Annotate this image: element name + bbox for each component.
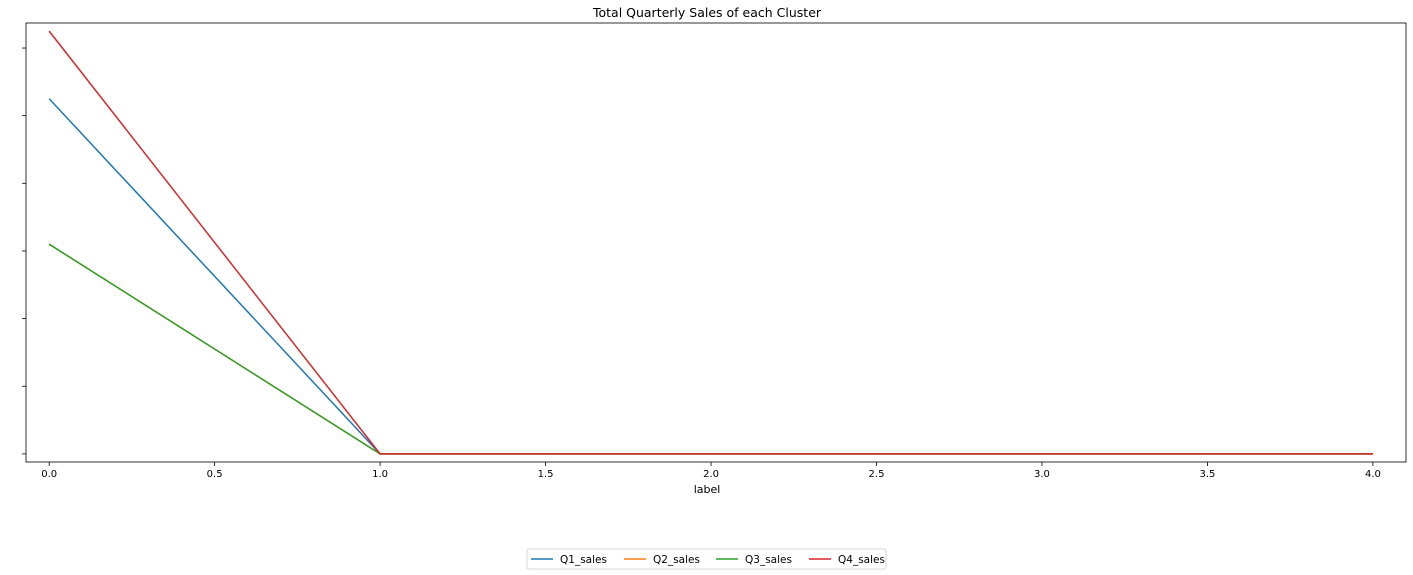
series-line-q1-sales (48, 98, 1373, 455)
x-tick-label: 3.0 (1034, 469, 1050, 480)
plot-frame (25, 22, 1407, 463)
chart-title: Total Quarterly Sales of each Cluster (592, 5, 822, 20)
legend-label: Q1_sales (560, 554, 607, 566)
x-tick-label: 0.0 (41, 469, 57, 480)
legend-frame (526, 548, 887, 570)
series-layer (48, 30, 1373, 455)
x-axis-ticks: 0.0 0.5 1.0 1.5 2.0 2.5 3.0 3.5 4.0 (41, 462, 1381, 480)
legend-label: Q2_sales (653, 554, 700, 566)
x-tick-label: 2.0 (703, 469, 719, 480)
x-tick-label: 4.0 (1365, 469, 1381, 480)
legend-label: Q3_sales (745, 554, 792, 566)
x-tick-label: 1.5 (538, 469, 554, 480)
x-tick-label: 3.5 (1199, 469, 1215, 480)
series-line-q2-sales (48, 243, 1373, 455)
series-line-q3-sales (48, 243, 1373, 455)
y-axis-ticks (22, 47, 26, 455)
x-tick-label: 2.5 (869, 469, 885, 480)
x-axis-label: label (694, 483, 721, 496)
x-tick-label: 1.0 (372, 469, 388, 480)
series-line-q4-sales (48, 30, 1373, 455)
x-tick-label: 0.5 (207, 469, 223, 480)
legend-label: Q4_sales (838, 554, 885, 566)
legend: Q1_sales Q2_sales Q3_sales Q4_sales (526, 548, 887, 570)
